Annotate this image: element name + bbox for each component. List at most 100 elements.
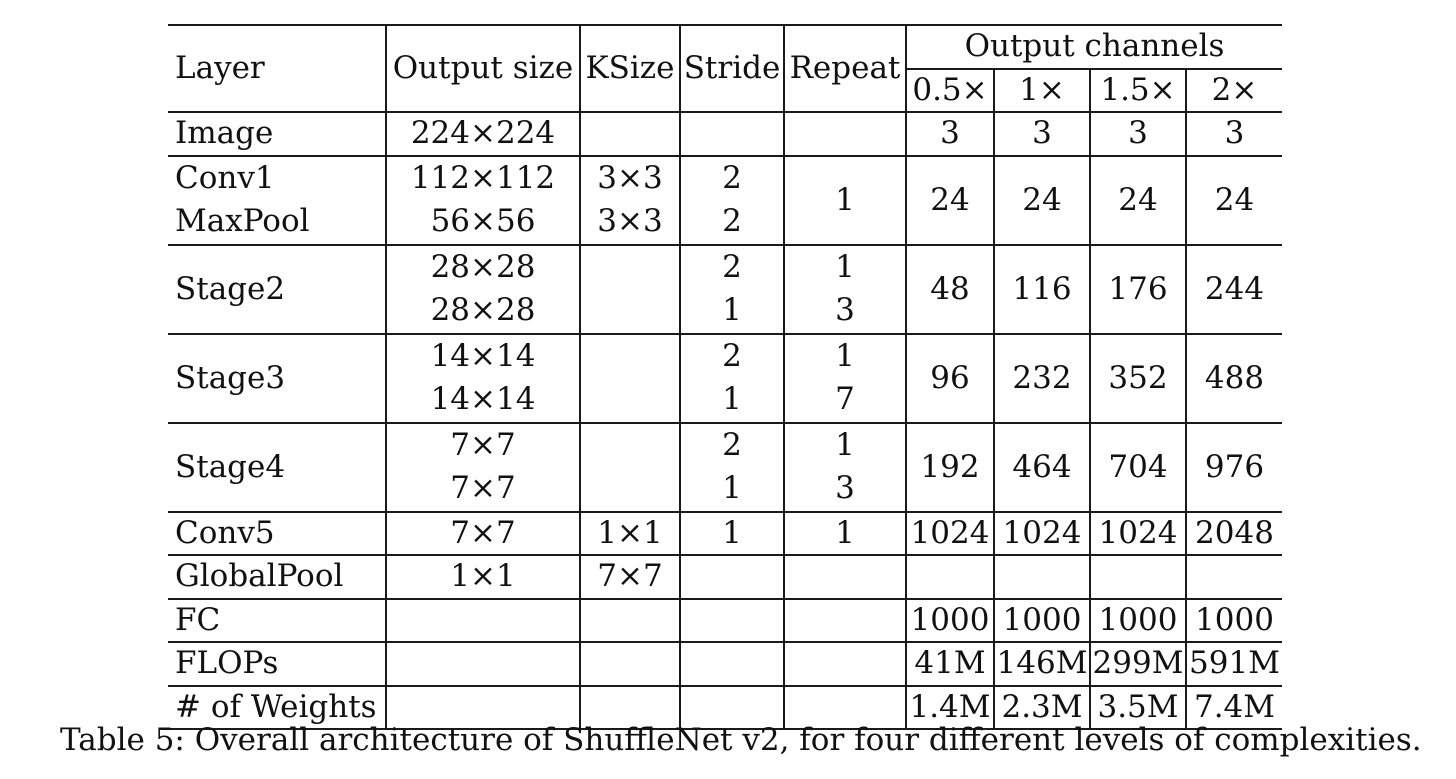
output-size-cell [385, 684, 581, 730]
repeat-value: 3 [835, 292, 855, 329]
channels-cell: 41M [905, 641, 995, 687]
channels-cell: 299M [1089, 641, 1187, 687]
layer-label: Conv1 [175, 159, 275, 196]
header-width-2x: 2× [1185, 67, 1282, 113]
table-row: FC 1000 1000 1000 1000 [168, 597, 1282, 643]
channels-cell: 24 [993, 154, 1091, 246]
repeat-cell [783, 597, 907, 643]
channels-cell: 3 [1185, 111, 1282, 157]
output-size-cell [385, 597, 581, 643]
channels-cell: 2.3M [993, 684, 1091, 730]
header-width-1x: 1× [993, 67, 1091, 113]
output-size-value: 56×56 [430, 203, 536, 240]
stride-cell [679, 554, 785, 600]
layer-cell: Conv5 [168, 510, 387, 556]
channels-cell: 1000 [1089, 597, 1187, 643]
ksize-cell: 1×1 [579, 510, 681, 556]
channels-cell: 464 [993, 421, 1091, 513]
stride-value: 2 [722, 337, 742, 374]
output-size-value: 28×28 [430, 292, 536, 329]
ksize-cell [579, 243, 681, 335]
repeat-cell [783, 684, 907, 730]
repeat-value: 1 [835, 337, 855, 374]
table-row: Image 224×224 3 3 3 3 [168, 111, 1282, 157]
stride-value: 2 [722, 426, 742, 463]
channels-cell: 591M [1185, 641, 1282, 687]
channels-cell: 1000 [1185, 597, 1282, 643]
channels-cell: 24 [1185, 154, 1282, 246]
ksize-value: 3×3 [597, 159, 663, 196]
channels-cell: 3 [905, 111, 995, 157]
output-size-cell [385, 641, 581, 687]
stride-cell [679, 111, 785, 157]
ksize-cell [579, 332, 681, 424]
channels-cell: 1000 [993, 597, 1091, 643]
channels-cell: 704 [1089, 421, 1187, 513]
stride-value: 2 [722, 203, 742, 240]
channels-cell: 3 [993, 111, 1091, 157]
output-size-value: 7×7 [450, 470, 516, 507]
channels-cell: 488 [1185, 332, 1282, 424]
layer-label: MaxPool [175, 203, 310, 240]
layer-cell: FLOPs [168, 641, 387, 687]
output-size-cell: 112×112 56×56 [385, 154, 581, 246]
layer-cell: Stage4 [168, 421, 387, 513]
table-row: Conv5 7×7 1×1 1 1 1024 1024 1024 2048 [168, 510, 1282, 556]
stride-value: 1 [722, 292, 742, 329]
output-size-value: 28×28 [430, 248, 536, 285]
repeat-cell [783, 554, 907, 600]
layer-cell: Stage3 [168, 332, 387, 424]
stride-cell: 1 [679, 510, 785, 556]
header-row: Layer Output size KSize Stride Repeat Ou… [168, 24, 1282, 113]
channels-cell: 7.4M [1185, 684, 1282, 730]
ksize-cell [579, 641, 681, 687]
ksize-value: 3×3 [597, 203, 663, 240]
header-repeat: Repeat [783, 24, 907, 113]
layer-cell: Conv1 MaxPool [168, 154, 387, 246]
output-size-value: 14×14 [430, 337, 536, 374]
stride-value: 2 [722, 248, 742, 285]
channels-cell: 1024 [993, 510, 1091, 556]
stride-value: 2 [722, 159, 742, 196]
channels-cell: 176 [1089, 243, 1187, 335]
header-layer: Layer [168, 24, 387, 112]
table-row: GlobalPool 1×1 7×7 [168, 554, 1282, 600]
layer-cell: Stage2 [168, 243, 387, 335]
stride-value: 1 [722, 470, 742, 507]
layer-cell: GlobalPool [168, 554, 387, 600]
channels-cell [993, 554, 1091, 600]
channels-cell: 1024 [1089, 510, 1187, 556]
repeat-value: 7 [835, 381, 855, 418]
stride-cell [679, 641, 785, 687]
header-ksize: KSize [579, 24, 681, 113]
output-size-cell: 224×224 [385, 111, 581, 157]
channels-cell: 1000 [905, 597, 995, 643]
output-size-cell: 7×7 7×7 [385, 421, 581, 513]
channels-cell: 1024 [905, 510, 995, 556]
output-size-cell: 28×28 28×28 [385, 243, 581, 335]
table-row: # of Weights 1.4M 2.3M 3.5M 7.4M [168, 684, 1282, 730]
channels-cell: 3.5M [1089, 684, 1187, 730]
repeat-cell [783, 641, 907, 687]
output-size-value: 14×14 [430, 381, 536, 418]
output-size-cell: 1×1 [385, 554, 581, 600]
repeat-value: 1 [835, 248, 855, 285]
channels-cell: 352 [1089, 332, 1187, 424]
header-width-1-5x: 1.5× [1089, 67, 1187, 113]
repeat-cell: 1 [783, 154, 907, 246]
header-width-0-5x: 0.5× [905, 67, 995, 113]
channels-cell: 244 [1185, 243, 1282, 335]
ksize-cell [579, 111, 681, 157]
channels-cell: 146M [993, 641, 1091, 687]
ksize-cell [579, 597, 681, 643]
layer-cell: # of Weights [168, 684, 387, 730]
